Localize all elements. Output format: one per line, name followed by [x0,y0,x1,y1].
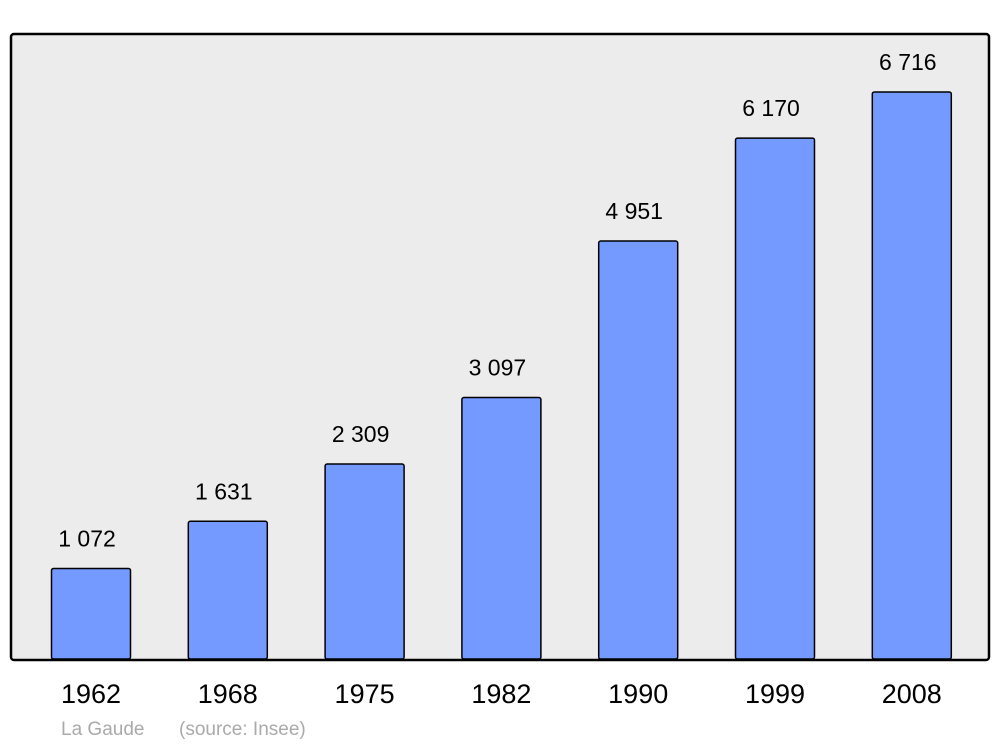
value-label: 6 716 [879,49,937,75]
x-tick-label: 1968 [198,679,258,709]
x-tick-label: 1999 [745,679,805,709]
value-label: 4 951 [605,198,663,224]
x-tick-label: 1962 [61,679,121,709]
bar [871,91,953,660]
bar [324,463,405,660]
source-note: (source: Insee) [179,719,306,740]
value-label: 1 072 [58,526,116,552]
value-label: 6 170 [742,95,800,121]
bar [597,240,679,660]
bar [187,520,269,660]
bar [50,567,132,660]
x-tick-label: 1990 [608,679,668,709]
value-label: 3 097 [469,355,527,381]
x-tick-label: 1982 [471,679,531,709]
chart-title: La Gaude [61,719,144,740]
bar [734,137,816,660]
x-tick-label: 1975 [335,679,395,709]
value-label: 2 309 [332,421,390,447]
bar [461,396,542,660]
x-tick-label: 2008 [882,679,942,709]
value-label: 1 631 [195,478,253,504]
